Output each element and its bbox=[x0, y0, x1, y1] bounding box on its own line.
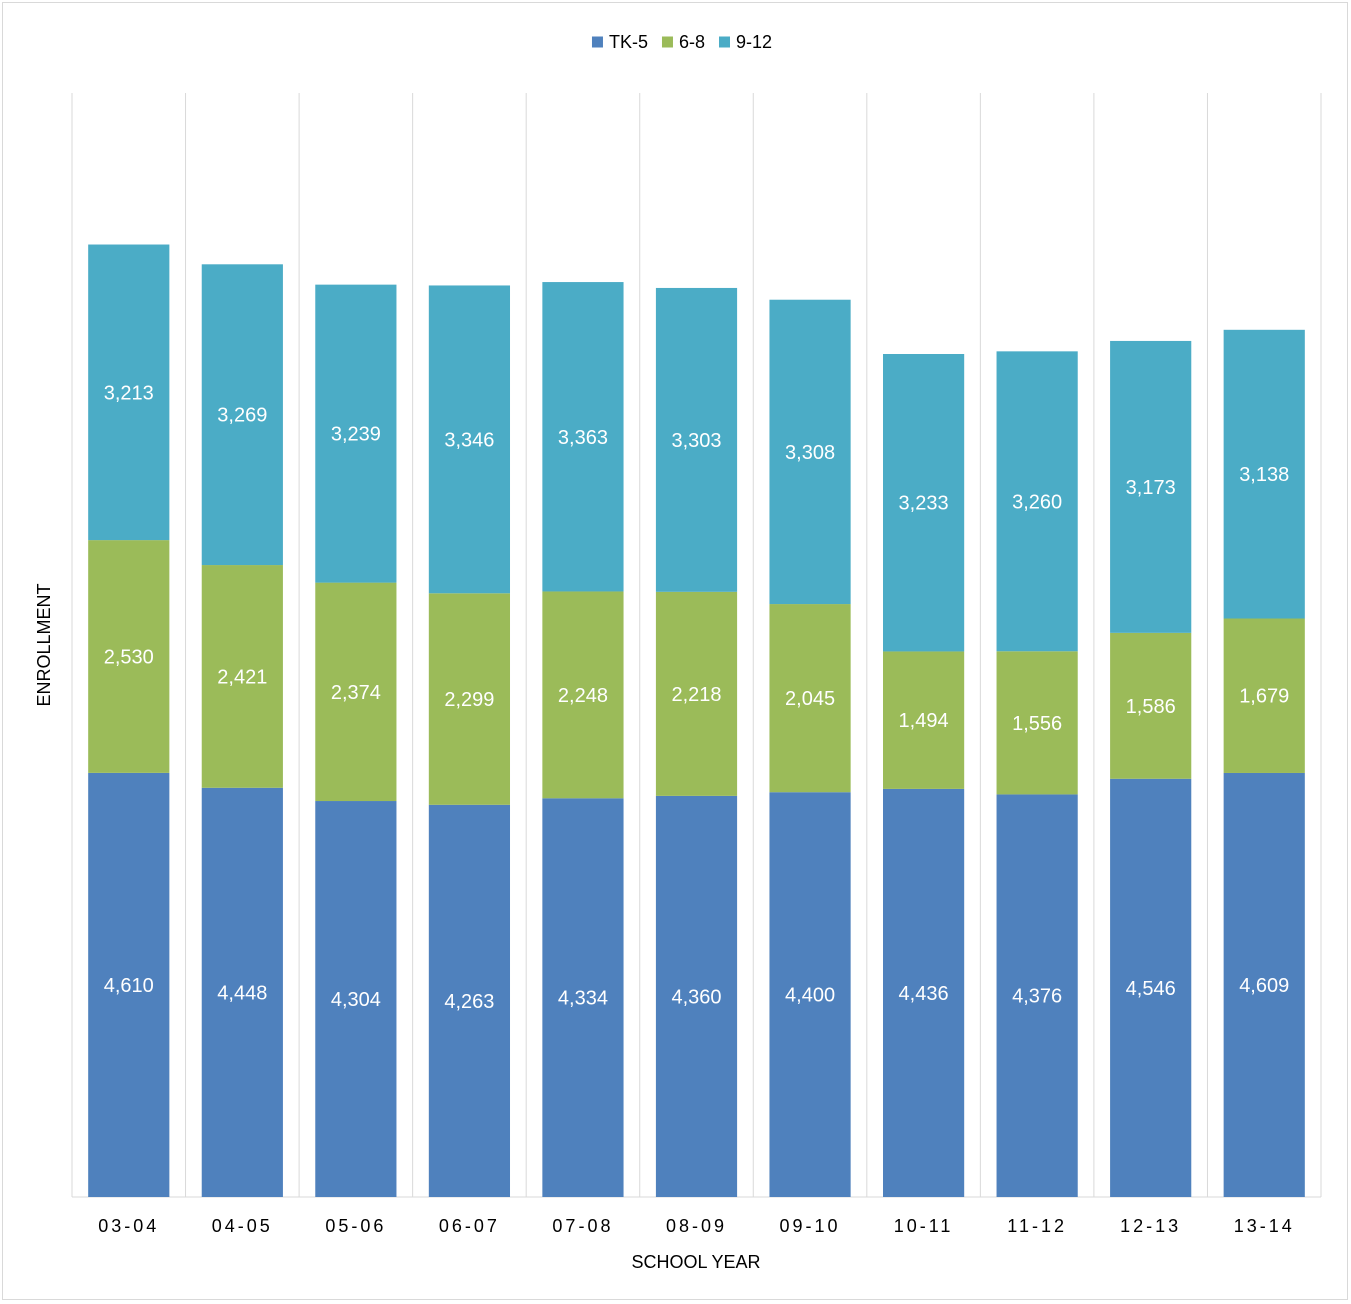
bar-segment-tk-5-04-05 bbox=[201, 787, 283, 1197]
data-label: 3,260 bbox=[1012, 491, 1062, 513]
bar-segment-6-8-13-14 bbox=[1223, 618, 1305, 773]
data-label: 4,609 bbox=[1239, 975, 1289, 997]
bar-segment-tk-5-11-12 bbox=[996, 794, 1078, 1197]
bar-segment-6-8-05-06 bbox=[315, 582, 397, 802]
data-label: 3,269 bbox=[217, 405, 267, 427]
bar-segment-9-12-03-04 bbox=[88, 244, 170, 541]
bar-segment-tk-5-03-04 bbox=[88, 772, 170, 1197]
bar-segment-tk-5-09-10 bbox=[769, 792, 851, 1197]
data-label: 2,421 bbox=[217, 666, 267, 688]
y-axis-title: ENROLLMENT bbox=[34, 583, 54, 706]
legend-label: 9-12 bbox=[736, 32, 772, 52]
legend: TK-5 6-8 9-12 bbox=[591, 32, 772, 52]
bar-segment-6-8-06-07 bbox=[428, 593, 511, 805]
data-label: 3,173 bbox=[1126, 477, 1176, 499]
legend-swatch bbox=[591, 36, 603, 48]
data-labels: 4,610 2,530 3,213 4,448 2,421 3,269 4,304 2,374… bbox=[104, 382, 1290, 1013]
x-tick-label: 11-12 bbox=[1007, 1216, 1067, 1236]
legend-label: TK-5 bbox=[609, 32, 648, 52]
data-label: 4,360 bbox=[671, 986, 721, 1008]
bar-segment-tk-5-05-06 bbox=[315, 801, 397, 1197]
bar-segment-9-12-13-14 bbox=[1223, 329, 1305, 619]
bar-segment-9-12-11-12 bbox=[996, 351, 1078, 652]
bar-segment-tk-5-10-11 bbox=[883, 788, 965, 1197]
legend-label: 6-8 bbox=[679, 32, 705, 52]
bar-segment-9-12-04-05 bbox=[201, 264, 283, 566]
bar-segment-6-8-07-08 bbox=[542, 591, 624, 799]
data-label: 1,586 bbox=[1126, 696, 1176, 718]
x-tick-label: 05-06 bbox=[325, 1216, 386, 1236]
bar-segment-tk-5-07-08 bbox=[542, 798, 624, 1197]
bar-segment-9-12-12-13 bbox=[1110, 340, 1192, 633]
legend-swatch bbox=[719, 36, 730, 48]
data-label: 4,304 bbox=[331, 989, 381, 1011]
data-label: 2,299 bbox=[444, 689, 494, 711]
data-label: 3,213 bbox=[104, 382, 154, 404]
x-tick-label: 09-10 bbox=[780, 1216, 841, 1236]
bar-segment-tk-5-12-13 bbox=[1110, 778, 1192, 1197]
data-label: 3,346 bbox=[444, 429, 494, 451]
x-tick-labels: 03-04 04-05 05-06 06-07 07-08 08-09 09-10 10-11… bbox=[98, 1216, 1295, 1236]
data-label: 1,494 bbox=[899, 710, 949, 732]
bar-segment-6-8-09-10 bbox=[769, 604, 851, 793]
bar-segment-tk-5-08-09 bbox=[655, 795, 738, 1197]
bar-segment-9-12-06-07 bbox=[428, 285, 511, 594]
x-tick-label: 10-11 bbox=[894, 1216, 954, 1236]
data-label: 2,374 bbox=[331, 682, 381, 704]
data-label: 2,530 bbox=[104, 647, 154, 669]
legend-swatch bbox=[661, 36, 673, 48]
bar-segment-6-8-10-11 bbox=[883, 651, 965, 789]
bar-segment-6-8-08-09 bbox=[655, 591, 738, 796]
data-label: 1,556 bbox=[1012, 713, 1062, 735]
data-label: 2,248 bbox=[558, 685, 608, 707]
data-label: 3,239 bbox=[331, 424, 381, 446]
x-axis-title: SCHOOL YEAR bbox=[631, 1252, 760, 1272]
data-label: 3,138 bbox=[1239, 464, 1289, 486]
data-label: 4,436 bbox=[899, 983, 949, 1005]
bar-segment-9-12-10-11 bbox=[883, 354, 965, 652]
x-tick-label: 06-07 bbox=[439, 1216, 500, 1236]
bars bbox=[88, 244, 1305, 1197]
data-label: 4,263 bbox=[444, 991, 494, 1013]
data-label: 4,376 bbox=[1012, 986, 1062, 1008]
data-label: 4,546 bbox=[1126, 978, 1176, 1000]
bar-segment-tk-5-06-07 bbox=[428, 804, 511, 1197]
x-tick-label: 12-13 bbox=[1120, 1216, 1181, 1236]
bar-segment-6-8-12-13 bbox=[1110, 632, 1192, 779]
data-label: 3,308 bbox=[785, 442, 835, 464]
data-label: 3,363 bbox=[558, 427, 608, 449]
data-label: 2,218 bbox=[671, 684, 721, 706]
x-tick-label: 07-08 bbox=[552, 1216, 613, 1236]
x-tick-label: 03-04 bbox=[98, 1216, 159, 1236]
x-tick-label: 04-05 bbox=[212, 1216, 273, 1236]
bar-segment-9-12-05-06 bbox=[315, 284, 397, 583]
data-label: 3,303 bbox=[671, 430, 721, 452]
data-label: 4,610 bbox=[104, 975, 154, 997]
bar-segment-6-8-11-12 bbox=[996, 651, 1078, 795]
bar-segment-6-8-04-05 bbox=[201, 565, 283, 788]
data-label: 2,045 bbox=[785, 688, 835, 710]
data-label: 4,334 bbox=[558, 988, 608, 1010]
data-label: 4,448 bbox=[217, 982, 267, 1004]
bar-segment-9-12-08-09 bbox=[655, 287, 738, 592]
bar-segment-tk-5-13-14 bbox=[1223, 772, 1305, 1197]
data-label: 1,679 bbox=[1239, 686, 1289, 708]
x-tick-label: 13-14 bbox=[1234, 1216, 1295, 1236]
bar-segment-9-12-07-08 bbox=[542, 282, 624, 592]
bar-segment-9-12-09-10 bbox=[769, 299, 851, 605]
data-label: 4,400 bbox=[785, 985, 835, 1007]
x-tick-label: 08-09 bbox=[666, 1216, 727, 1236]
bar-segment-6-8-03-04 bbox=[88, 540, 170, 773]
data-label: 3,233 bbox=[899, 493, 949, 515]
